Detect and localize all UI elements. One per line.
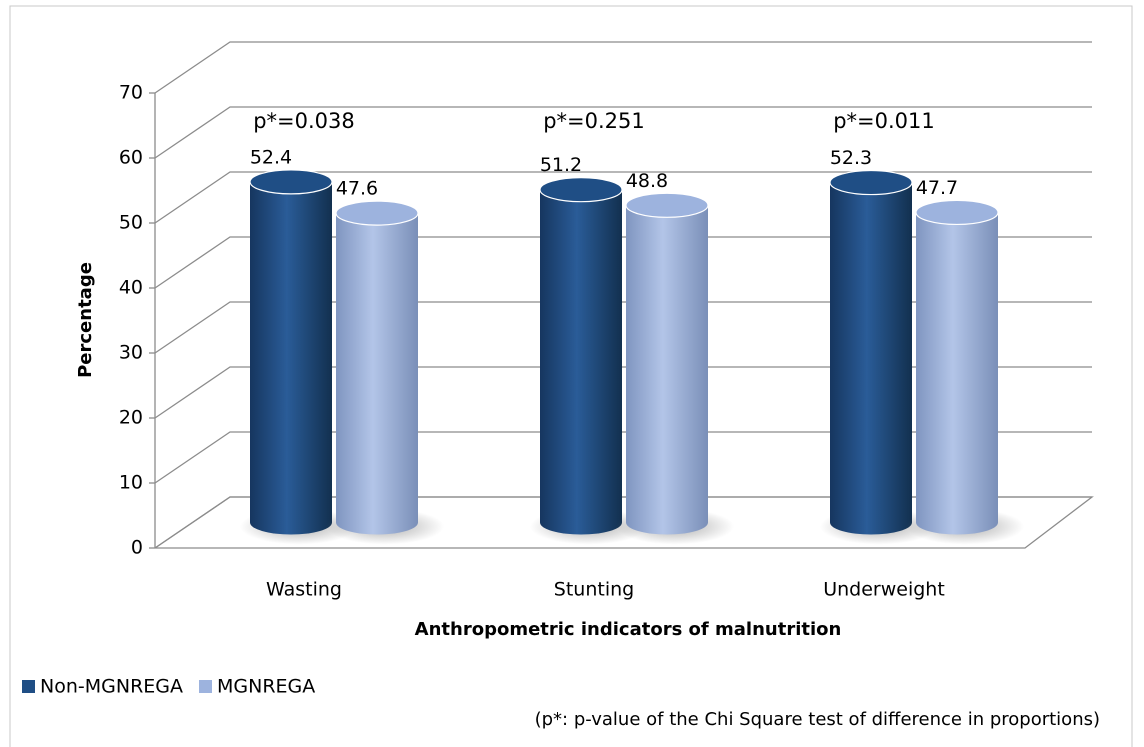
cylinder-body — [626, 205, 708, 535]
bar — [335, 200, 419, 535]
y-tick-label: 10 — [119, 472, 143, 494]
data-label: 51.2 — [540, 154, 582, 176]
x-axis-title: Anthropometric indicators of malnutritio… — [415, 619, 842, 640]
data-label: 47.6 — [336, 178, 378, 200]
cylinder-body — [250, 181, 332, 535]
note: (p*: p-value of the Chi Square test of d… — [535, 709, 1100, 730]
legend-label: MGNREGA — [217, 676, 315, 698]
data-label: 47.7 — [916, 177, 958, 199]
cylinder-top — [625, 192, 709, 218]
x-tick-label: Wasting — [266, 579, 342, 601]
grid-line — [154, 431, 1092, 484]
annotation: p*=0.011 — [833, 109, 935, 133]
cylinder-body — [916, 212, 998, 535]
cylinder-top — [539, 177, 623, 203]
cylinder-body — [336, 213, 418, 535]
grid-line — [154, 106, 1092, 159]
grid-line — [154, 171, 1092, 224]
cylinder-top — [829, 169, 913, 196]
y-tick-label: 40 — [119, 277, 143, 299]
annotation: p*=0.251 — [543, 109, 645, 133]
bar — [625, 192, 709, 535]
x-tick-label: Stunting — [554, 579, 634, 601]
data-label: 48.8 — [626, 170, 668, 192]
legend-swatch — [22, 680, 35, 693]
y-tick-label: 60 — [119, 147, 143, 169]
bar — [249, 169, 333, 535]
y-axis-title: Percentage — [75, 262, 96, 378]
cylinder-top — [249, 169, 333, 195]
y-tick-label: 50 — [119, 212, 143, 234]
legend-swatch — [199, 680, 212, 693]
data-label: 52.4 — [250, 146, 292, 168]
legend-label: Non-MGNREGA — [40, 676, 183, 698]
x-tick-label: Underweight — [823, 579, 945, 601]
grid-line — [154, 301, 1092, 354]
cylinder-body — [830, 182, 912, 535]
plot-area: 0 10 20 30 40 50 60 70 Wasting p*=0.038 Stunting p*… — [119, 41, 1094, 601]
annotation: p*=0.038 — [253, 109, 355, 133]
y-tick-label: 20 — [119, 407, 143, 429]
y-tick-label: 70 — [119, 82, 143, 104]
cylinder-body — [540, 189, 622, 535]
cylinder-top — [335, 200, 419, 226]
cylinder-top — [915, 199, 999, 226]
data-label: 52.3 — [830, 147, 872, 169]
y-tick-label: 30 — [119, 342, 143, 364]
y-tick-label: 0 — [131, 537, 143, 559]
grid-line — [154, 41, 1092, 94]
grid-line — [154, 496, 1092, 549]
grid-line — [154, 366, 1092, 419]
bar — [915, 199, 999, 535]
frame — [9, 5, 1133, 747]
grid-line — [154, 236, 1092, 289]
bar — [829, 169, 913, 535]
bar — [539, 177, 623, 535]
